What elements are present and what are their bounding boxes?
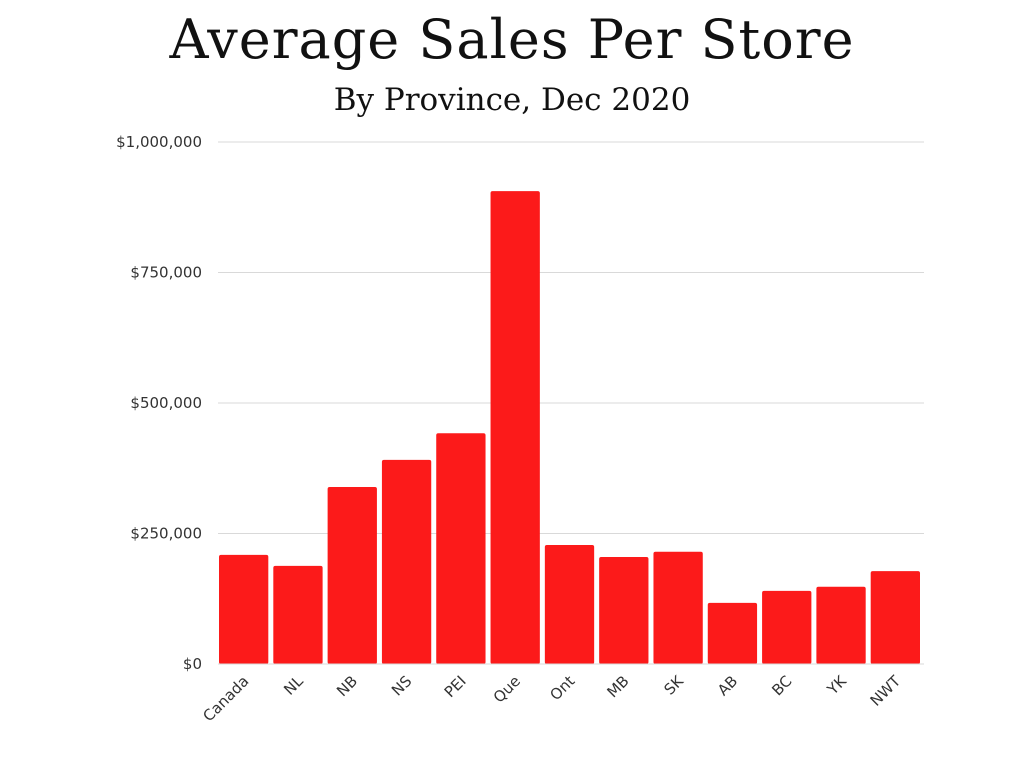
bar-nwt — [870, 571, 920, 664]
bar-nl — [273, 565, 323, 664]
bar-ab — [707, 602, 758, 664]
bar-yk — [816, 586, 866, 664]
chart-title: Average Sales Per Store — [169, 8, 855, 71]
bar-que — [490, 191, 540, 664]
x-tick-label: BC — [768, 672, 795, 699]
bar-nb — [327, 487, 377, 664]
y-tick-label: $1,000,000 — [116, 133, 202, 151]
y-tick-label: $0 — [183, 655, 202, 673]
bar-canada — [219, 554, 269, 664]
bar-bc — [762, 590, 812, 664]
y-tick-label: $250,000 — [130, 525, 202, 543]
x-tick-label: Canada — [199, 672, 252, 725]
bar-sk — [653, 551, 703, 664]
x-tick-label: NB — [333, 672, 361, 700]
x-tick-label: AB — [714, 672, 741, 699]
bar-ont — [544, 544, 595, 664]
x-tick-label: YK — [823, 671, 851, 699]
x-tick-label: PEI — [441, 672, 470, 701]
x-tick-label: NWT — [867, 672, 905, 710]
y-tick-label: $500,000 — [130, 394, 202, 412]
y-tick-label: $750,000 — [130, 264, 202, 282]
x-tick-label: SK — [661, 671, 688, 698]
x-tick-label: NL — [280, 672, 307, 699]
bar-ns — [381, 459, 432, 664]
x-tick-label: Ont — [546, 672, 578, 704]
bar-mb — [599, 556, 649, 664]
x-tick-label: MB — [603, 672, 632, 701]
chart-subtitle: By Province, Dec 2020 — [333, 82, 691, 118]
x-tick-label: NS — [388, 672, 415, 699]
bar-pei — [436, 433, 486, 664]
x-tick-label: Que — [490, 672, 524, 706]
